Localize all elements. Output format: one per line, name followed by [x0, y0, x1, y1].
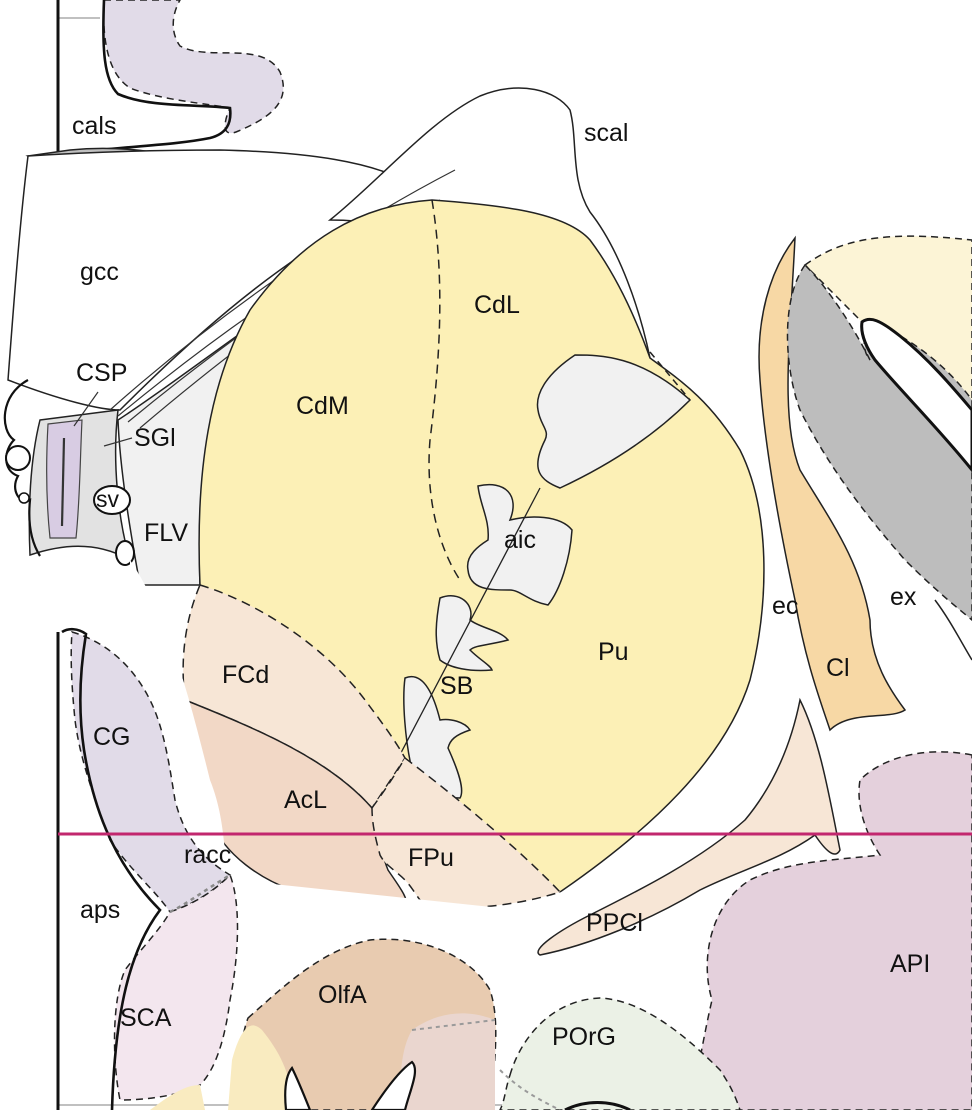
- label-fcd: FCd: [222, 661, 269, 689]
- label-cdl: CdL: [474, 291, 520, 319]
- aic-upper: [536, 354, 692, 489]
- csp-strip: [46, 419, 83, 539]
- porg-dark-sulcus: [564, 1101, 631, 1110]
- sca-yellow-corner: [150, 1085, 205, 1110]
- olfa-inner-edge: [411, 1019, 496, 1031]
- label-flv: FLV: [144, 519, 188, 547]
- midline-node-1: [5, 445, 31, 471]
- olfa-notch-1: [284, 1066, 312, 1110]
- region-cg: [70, 631, 232, 913]
- extreme-capsule-edge: [934, 599, 972, 661]
- label-pu: Pu: [598, 638, 629, 666]
- olfa-notch-2: [370, 1060, 417, 1110]
- region-ppcl: [537, 697, 841, 956]
- region-claustrum: [758, 235, 907, 732]
- label-cals: cals: [72, 112, 116, 140]
- porg-edge-grey: [499, 1069, 561, 1110]
- midline-bulge: [3, 379, 41, 557]
- aps-sulcus-outline: [61, 627, 162, 1110]
- label-csp: CSP: [76, 359, 127, 387]
- label-aps: aps: [80, 896, 120, 924]
- midline-node-2: [18, 492, 30, 504]
- label-porg: POrG: [552, 1023, 616, 1051]
- label-racc: racc: [184, 841, 231, 869]
- label-cl: Cl: [826, 654, 850, 682]
- cals-sulcus-outline: [69, 0, 232, 156]
- olfa-pink-wedge: [400, 1013, 495, 1110]
- vessel-small: [115, 540, 135, 566]
- sv-vessel: [93, 485, 131, 515]
- label-api: API: [890, 950, 930, 978]
- leader-lines: [73, 391, 133, 447]
- region-api: [689, 751, 972, 1110]
- label-sca: SCA: [120, 1004, 172, 1032]
- region-cingulate-top: [102, 0, 285, 134]
- label-scal: scal: [584, 119, 628, 147]
- label-cdm: CdM: [296, 392, 349, 420]
- label-gcc: gcc: [80, 258, 119, 286]
- label-ec: ec: [772, 592, 798, 620]
- csp-line: [60, 437, 66, 527]
- label-olfa: OlfA: [318, 981, 367, 1009]
- label-sv: sv: [96, 486, 120, 512]
- region-porg: [499, 997, 741, 1110]
- label-fpu: FPu: [408, 844, 454, 872]
- olfa-yellow-wedge: [228, 1025, 295, 1110]
- white-matter-base: [130, 560, 760, 1000]
- label-sgl: SGl: [134, 424, 176, 452]
- label-ppcl: PPCl: [586, 909, 643, 937]
- caudate-lateral-boundary: [428, 199, 461, 581]
- region-gcc: [7, 149, 422, 411]
- label-cg: CG: [93, 723, 131, 751]
- label-acl: AcL: [284, 786, 327, 814]
- region-insular-grey: [786, 263, 972, 621]
- insular-edge-dash: [649, 351, 691, 401]
- label-ex: ex: [890, 583, 917, 611]
- label-aic: aic: [504, 526, 536, 554]
- label-sb: SB: [440, 672, 473, 700]
